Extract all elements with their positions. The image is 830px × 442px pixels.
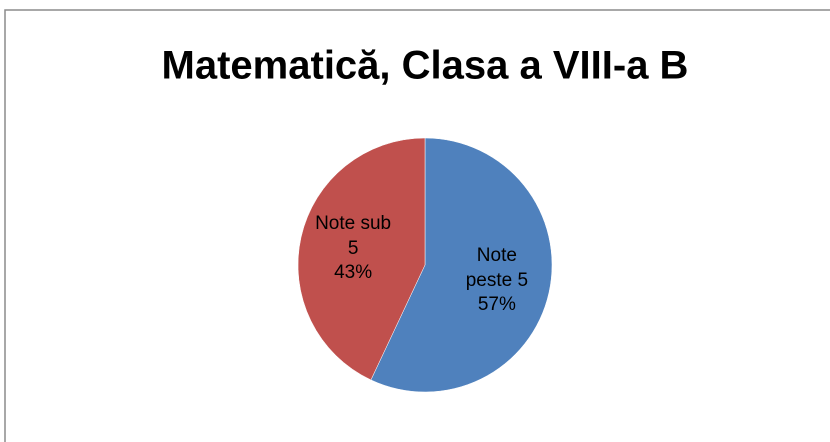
pie-slice: [370, 137, 553, 393]
value-label: 57%: [477, 294, 516, 316]
category-label: Note peste 5: [465, 245, 529, 291]
data-label: Note peste 5 57%: [455, 244, 539, 318]
data-label: Note sub 5 43%: [311, 212, 395, 286]
pie-slice: [297, 137, 426, 381]
value-label: 43%: [334, 262, 373, 284]
category-label: Note sub 5: [315, 212, 392, 259]
chart-title: Matematică, Clasa a VIII-a B: [162, 44, 689, 88]
